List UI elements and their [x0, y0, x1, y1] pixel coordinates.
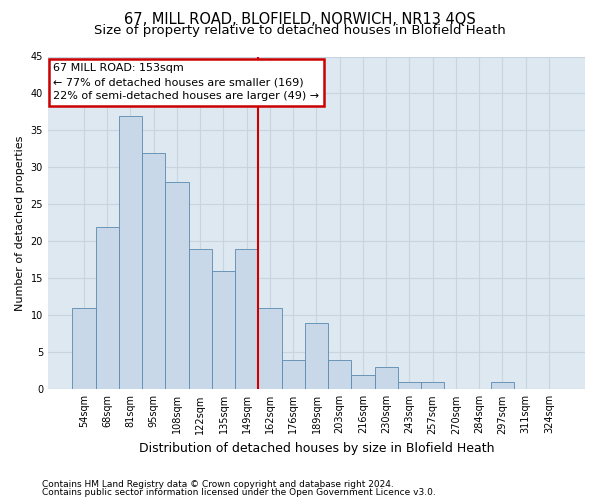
- Bar: [259, 308, 281, 390]
- Text: Contains public sector information licensed under the Open Government Licence v3: Contains public sector information licen…: [42, 488, 436, 497]
- Bar: [166, 182, 188, 390]
- Bar: [212, 271, 235, 390]
- Bar: [188, 249, 212, 390]
- Text: Contains HM Land Registry data © Crown copyright and database right 2024.: Contains HM Land Registry data © Crown c…: [42, 480, 394, 489]
- Bar: [95, 226, 119, 390]
- Text: 67, MILL ROAD, BLOFIELD, NORWICH, NR13 4QS: 67, MILL ROAD, BLOFIELD, NORWICH, NR13 4…: [124, 12, 476, 28]
- Text: Size of property relative to detached houses in Blofield Heath: Size of property relative to detached ho…: [94, 24, 506, 37]
- Bar: [305, 322, 328, 390]
- Bar: [328, 360, 352, 390]
- Bar: [421, 382, 445, 390]
- Bar: [352, 374, 374, 390]
- Text: 67 MILL ROAD: 153sqm
← 77% of detached houses are smaller (169)
22% of semi-deta: 67 MILL ROAD: 153sqm ← 77% of detached h…: [53, 63, 319, 101]
- Bar: [73, 308, 95, 390]
- Bar: [491, 382, 514, 390]
- Bar: [119, 116, 142, 390]
- X-axis label: Distribution of detached houses by size in Blofield Heath: Distribution of detached houses by size …: [139, 442, 494, 455]
- Bar: [235, 249, 259, 390]
- Y-axis label: Number of detached properties: Number of detached properties: [15, 135, 25, 310]
- Bar: [374, 367, 398, 390]
- Bar: [281, 360, 305, 390]
- Bar: [142, 152, 166, 390]
- Bar: [398, 382, 421, 390]
